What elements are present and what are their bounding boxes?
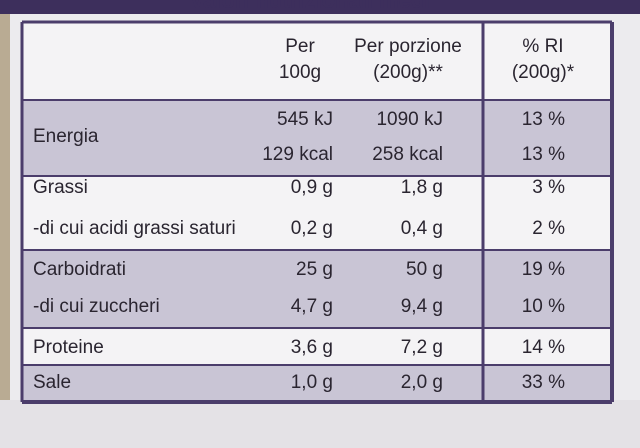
cell: 4,7 g: [291, 296, 333, 317]
cell: 7,2 g: [401, 337, 443, 358]
cell: 545 kJ: [277, 109, 333, 130]
row-label: Proteine: [33, 337, 104, 358]
cell: 0,2 g: [291, 218, 333, 239]
cell: 129 kcal: [262, 144, 333, 165]
cell: 1,0 g: [291, 372, 333, 393]
paper-bottom: [0, 400, 640, 448]
row-label: Carboidrati: [33, 259, 126, 280]
row-label: Energia: [33, 126, 99, 147]
row-shade: [22, 100, 612, 176]
cell: 2,0 g: [401, 372, 443, 393]
column-header: (200g)*: [512, 62, 575, 83]
cell: 258 kcal: [372, 144, 443, 165]
cell: 33 %: [522, 372, 565, 393]
cell: 13 %: [522, 109, 565, 130]
row-shade: [22, 250, 612, 290]
row-shade: [22, 290, 612, 328]
cell: 1,8 g: [401, 177, 443, 198]
row-label: -di cui zuccheri: [33, 296, 160, 317]
cell: 9,4 g: [401, 296, 443, 317]
column-header: 100g: [279, 62, 321, 83]
column-header: % RI: [522, 36, 563, 57]
cell: 10 %: [522, 296, 565, 317]
title: Valori nutrizionali medi: [190, 0, 431, 13]
cell: 0,9 g: [291, 177, 333, 198]
title-band: [0, 0, 640, 14]
cell: 13 %: [522, 144, 565, 165]
cell: 3 %: [532, 177, 565, 198]
column-header: Per porzione: [354, 36, 462, 57]
row-shade: [22, 365, 612, 402]
column-header: (200g)**: [373, 62, 443, 83]
cell: 2 %: [532, 218, 565, 239]
column-header: Per: [285, 36, 315, 57]
cell: 50 g: [406, 259, 443, 280]
row-label: Sale: [33, 372, 71, 393]
table-box: [22, 22, 612, 402]
cell: 25 g: [296, 259, 333, 280]
row-label: -di cui acidi grassi saturi: [33, 218, 236, 239]
cell: 19 %: [522, 259, 565, 280]
cell: 0,4 g: [401, 218, 443, 239]
cell: 3,6 g: [291, 337, 333, 358]
cell: 1090 kJ: [376, 109, 443, 130]
cell: 14 %: [522, 337, 565, 358]
row-label: Grassi: [33, 177, 88, 198]
